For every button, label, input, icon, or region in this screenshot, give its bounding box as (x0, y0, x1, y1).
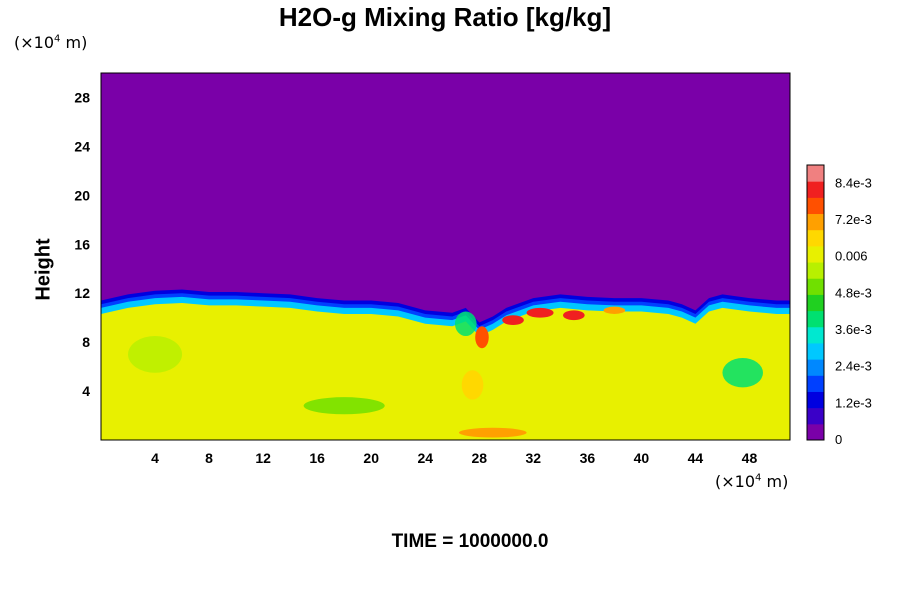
moist-lower-region (101, 302, 790, 440)
dry-swirl (128, 336, 183, 373)
colorbar-tick-label: 0.006 (835, 249, 868, 264)
x-tick-label: 48 (742, 450, 758, 466)
colorbar-segment (807, 181, 824, 198)
colorbar-segment (807, 407, 824, 425)
colorbar-segment (807, 342, 824, 360)
colorbar-segment (807, 375, 824, 392)
colorbar-tick-label: 8.4e-3 (835, 175, 872, 190)
heatmap-field (101, 73, 790, 440)
colorbar-tick-label: 2.4e-3 (835, 359, 872, 374)
x-tick-label: 16 (309, 450, 325, 466)
colorbar-segment (807, 262, 824, 279)
colorbar-tick-label: 0 (835, 432, 842, 447)
x-tick-label: 20 (363, 450, 379, 466)
y-tick-label: 8 (82, 334, 90, 350)
moist-pocket (502, 315, 524, 326)
colorbar-tick-labels: 0 1.2e-3 2.4e-3 3.6e-3 4.8e-3 0.006 7.2e-3 8.4e… (835, 175, 872, 447)
y-tick-label: 24 (74, 138, 90, 154)
colorbar-tick-label: 7.2e-3 (835, 212, 872, 227)
colorbar-tick-label: 4.8e-3 (835, 285, 872, 300)
moist-pocket (475, 326, 489, 349)
x-tick-labels: 4 8 12 16 20 24 28 32 36 40 44 48 (151, 450, 757, 466)
colorbar-segment (807, 294, 824, 312)
dry-swirl (722, 358, 763, 388)
x-tick-label: 40 (634, 450, 650, 466)
colorbar-segment (807, 165, 824, 182)
colorbar-tick-label: 3.6e-3 (835, 322, 872, 337)
colorbar-segment (807, 245, 824, 263)
moist-pocket (526, 307, 554, 318)
moist-pocket (563, 310, 585, 321)
moist-pocket (461, 370, 484, 400)
x-axis-unit: (×104 m) (715, 472, 789, 491)
colorbar-segment (807, 197, 824, 215)
x-tick-label: 32 (526, 450, 542, 466)
y-tick-label: 28 (74, 89, 90, 105)
x-tick-label: 8 (205, 450, 213, 466)
colorbar (806, 164, 825, 441)
chart-title: H2O-g Mixing Ratio [kg/kg] (278, 2, 612, 32)
colorbar-frame (806, 164, 825, 441)
moist-pocket (459, 427, 527, 438)
colorbar-tick-label: 1.2e-3 (835, 395, 872, 410)
colorbar-segment (807, 391, 824, 409)
colorbar-segment (807, 423, 824, 441)
x-tick-label: 44 (688, 450, 704, 466)
y-tick-labels: 4 8 12 16 20 24 28 (74, 89, 90, 399)
y-axis-unit: (×104 m) (14, 33, 88, 52)
colorbar-segment (807, 310, 824, 328)
y-tick-label: 20 (74, 187, 90, 203)
x-tick-label: 4 (151, 450, 159, 466)
y-tick-label: 12 (74, 285, 90, 301)
plot-frame (100, 72, 791, 441)
moist-pocket (603, 306, 626, 314)
y-tick-label: 16 (74, 236, 90, 252)
colorbar-segment (807, 359, 824, 376)
x-tick-label: 28 (471, 450, 487, 466)
colorbar-segment (807, 326, 824, 344)
y-tick-label: 4 (82, 383, 90, 399)
dry-swirl (454, 311, 477, 337)
colorbar-segment (807, 213, 824, 231)
x-tick-label: 12 (255, 450, 271, 466)
colorbar-segment (807, 229, 824, 247)
dry-swirl (303, 397, 385, 415)
time-label: TIME = 1000000.0 (391, 531, 549, 552)
x-tick-label: 24 (417, 450, 433, 466)
colorbar-segment (807, 278, 824, 295)
x-tick-label: 36 (580, 450, 596, 466)
